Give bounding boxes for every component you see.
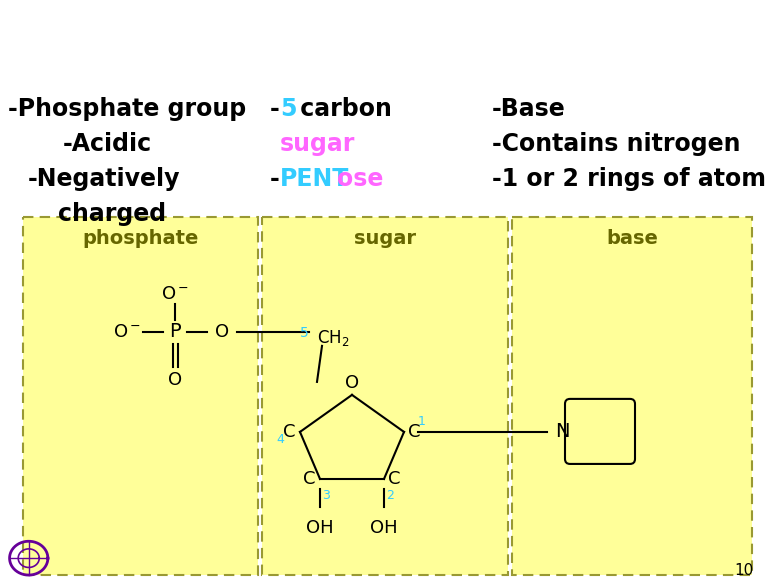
Text: 5: 5 — [300, 326, 309, 340]
Text: C: C — [303, 470, 316, 488]
Text: O$^-$: O$^-$ — [113, 323, 141, 341]
FancyBboxPatch shape — [262, 217, 508, 575]
Text: -: - — [270, 97, 280, 121]
Text: 3: 3 — [322, 489, 330, 502]
Text: -: - — [270, 167, 280, 191]
Text: charged: charged — [58, 202, 166, 226]
Text: 10: 10 — [735, 563, 754, 578]
FancyBboxPatch shape — [23, 217, 258, 575]
Text: base: base — [606, 229, 658, 248]
Text: C: C — [283, 423, 296, 441]
Text: C: C — [408, 423, 421, 441]
Text: Nucleotides have 3 parts: Nucleotides have 3 parts — [14, 29, 483, 63]
Text: N: N — [555, 423, 569, 441]
Text: -Negatively: -Negatively — [28, 167, 181, 191]
Text: -Base: -Base — [492, 97, 566, 121]
Text: -1 or 2 rings of atoms: -1 or 2 rings of atoms — [492, 167, 766, 191]
FancyBboxPatch shape — [565, 399, 635, 464]
Text: 4: 4 — [276, 434, 284, 447]
Text: P: P — [169, 322, 181, 342]
Text: 1: 1 — [418, 415, 426, 428]
Text: ose: ose — [337, 167, 383, 191]
Text: PENT: PENT — [280, 167, 349, 191]
Text: O: O — [215, 323, 229, 341]
Text: -Contains nitrogen: -Contains nitrogen — [492, 132, 741, 156]
Text: -Acidic: -Acidic — [63, 132, 152, 156]
Text: carbon: carbon — [292, 97, 392, 121]
Text: OH: OH — [306, 519, 334, 537]
Text: O: O — [168, 371, 182, 389]
Text: C: C — [388, 470, 401, 488]
Text: O: O — [345, 374, 359, 392]
Text: CH$_2$: CH$_2$ — [317, 328, 349, 348]
Text: -Phosphate group: -Phosphate group — [8, 97, 246, 121]
Text: sugar: sugar — [280, 132, 355, 156]
FancyBboxPatch shape — [512, 217, 752, 575]
Text: 2: 2 — [386, 489, 394, 502]
Text: O$^-$: O$^-$ — [161, 285, 189, 303]
Text: 5: 5 — [280, 97, 296, 121]
Text: OH: OH — [370, 519, 398, 537]
Text: phosphate: phosphate — [82, 229, 198, 248]
Text: sugar: sugar — [354, 229, 416, 248]
